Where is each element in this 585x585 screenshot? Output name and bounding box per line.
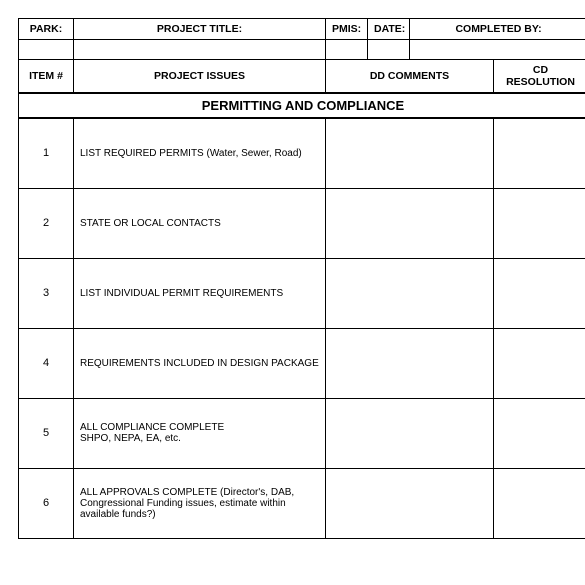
header-park: PARK: (19, 19, 74, 40)
header-pmis: PMIS: (326, 19, 368, 40)
table-row: 2 STATE OR LOCAL CONTACTS (19, 188, 585, 258)
header-row-2: ITEM # PROJECT ISSUES DD COMMENTS CD RES… (19, 60, 585, 94)
item-number: 4 (19, 328, 74, 398)
dd-comments-cell[interactable] (326, 118, 494, 188)
item-number: 2 (19, 188, 74, 258)
input-completed-by[interactable] (410, 40, 585, 60)
input-project-title[interactable] (74, 40, 326, 60)
header-date: DATE: (368, 19, 410, 40)
table-row: 4 REQUIREMENTS INCLUDED IN DESIGN PACKAG… (19, 328, 585, 398)
header-project-issues: PROJECT ISSUES (74, 60, 326, 94)
item-number: 1 (19, 118, 74, 188)
issue-text: ALL APPROVALS COMPLETE (Director's, DAB,… (74, 468, 326, 538)
item-number: 5 (19, 398, 74, 468)
section-title: PERMITTING AND COMPLIANCE (19, 93, 585, 118)
issue-text: REQUIREMENTS INCLUDED IN DESIGN PACKAGE (74, 328, 326, 398)
table-row: 6 ALL APPROVALS COMPLETE (Director's, DA… (19, 468, 585, 538)
cd-resolution-cell[interactable] (494, 468, 585, 538)
cd-resolution-cell[interactable] (494, 188, 585, 258)
dd-comments-cell[interactable] (326, 468, 494, 538)
dd-comments-cell[interactable] (326, 398, 494, 468)
header-cd-resolution: CD RESOLUTION (494, 60, 585, 94)
input-date[interactable] (368, 40, 410, 60)
input-row (19, 40, 585, 60)
table-row: 5 ALL COMPLIANCE COMPLETESHPO, NEPA, EA,… (19, 398, 585, 468)
table-row: 1 LIST REQUIRED PERMITS (Water, Sewer, R… (19, 118, 585, 188)
issue-text: LIST INDIVIDUAL PERMIT REQUIREMENTS (74, 258, 326, 328)
input-park[interactable] (19, 40, 74, 60)
section-title-row: PERMITTING AND COMPLIANCE (19, 93, 585, 118)
cd-resolution-cell[interactable] (494, 258, 585, 328)
table-row: 3 LIST INDIVIDUAL PERMIT REQUIREMENTS (19, 258, 585, 328)
item-number: 6 (19, 468, 74, 538)
dd-comments-cell[interactable] (326, 188, 494, 258)
header-project-title: PROJECT TITLE: (74, 19, 326, 40)
header-completed-by: COMPLETED BY: (410, 19, 585, 40)
header-dd-comments: DD COMMENTS (326, 60, 494, 94)
issue-text: STATE OR LOCAL CONTACTS (74, 188, 326, 258)
dd-comments-cell[interactable] (326, 258, 494, 328)
issue-text: LIST REQUIRED PERMITS (Water, Sewer, Roa… (74, 118, 326, 188)
header-item-num: ITEM # (19, 60, 74, 94)
cd-resolution-cell[interactable] (494, 398, 585, 468)
cd-resolution-cell[interactable] (494, 118, 585, 188)
compliance-table: PARK: PROJECT TITLE: PMIS: DATE: COMPLET… (18, 18, 585, 539)
cd-resolution-cell[interactable] (494, 328, 585, 398)
header-row-1: PARK: PROJECT TITLE: PMIS: DATE: COMPLET… (19, 19, 585, 40)
input-pmis[interactable] (326, 40, 368, 60)
dd-comments-cell[interactable] (326, 328, 494, 398)
item-number: 3 (19, 258, 74, 328)
issue-text: ALL COMPLIANCE COMPLETESHPO, NEPA, EA, e… (74, 398, 326, 468)
